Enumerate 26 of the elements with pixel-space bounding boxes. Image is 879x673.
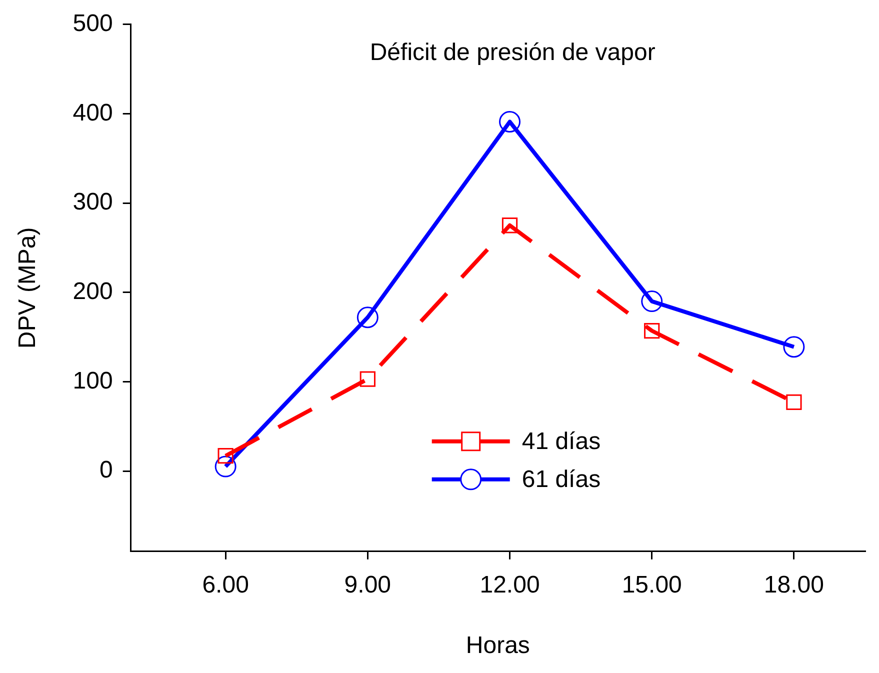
point	[214, 456, 236, 478]
x-tick-label: 6.00	[202, 571, 249, 598]
point	[502, 218, 518, 234]
point	[360, 371, 376, 387]
legend-label: 61 días	[522, 466, 601, 494]
point	[644, 322, 660, 339]
x-axis-title: Horas	[466, 632, 530, 660]
y-tick-label: 300	[72, 188, 113, 216]
x-tick-label: 15.00	[622, 571, 682, 598]
x-tick-label: 9.00	[344, 571, 392, 598]
point	[641, 290, 663, 312]
y-axis-title: DPV (MPa)	[14, 227, 42, 349]
point	[499, 111, 521, 133]
y-tick-label: 0	[99, 456, 113, 484]
point	[786, 394, 802, 410]
y-tick-label: 200	[72, 278, 113, 305]
point	[218, 448, 234, 464]
x-tick-label: 18.00	[764, 571, 824, 598]
point	[783, 336, 805, 358]
y-tick-label: 400	[72, 99, 113, 126]
legend-label: 41 días	[522, 428, 601, 456]
point	[356, 306, 378, 328]
text: Déficit de presión de vapor	[370, 39, 656, 66]
y-tick-label: 100	[72, 367, 113, 394]
x-tick-label: 12.00	[480, 571, 540, 598]
y-tick-label: 500	[72, 10, 113, 38]
